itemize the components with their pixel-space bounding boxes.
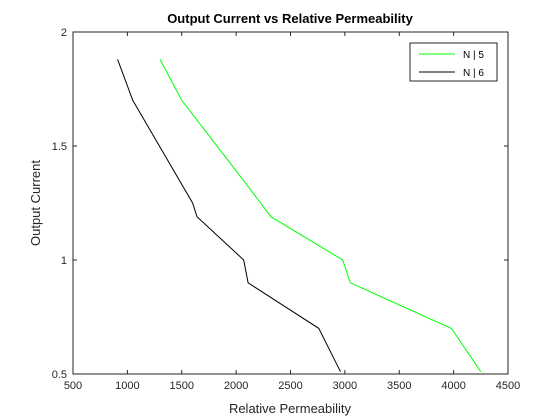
series-line-0 <box>159 59 482 372</box>
y-tick-label: 1 <box>61 255 67 267</box>
x-axis-label: Relative Permeability <box>229 401 352 416</box>
chart-title: Output Current vs Relative Permeability <box>167 11 413 26</box>
x-axis-ticks: 500 1000 1500 2000 2500 3000 3500 4000 4500 <box>64 32 520 392</box>
y-axis-label: Output Current <box>28 160 43 246</box>
legend-box <box>409 42 498 82</box>
x-tick-label: 3000 <box>333 380 357 392</box>
legend: N | 5 N | 6 <box>409 42 498 82</box>
y-axis-ticks: 0.5 1 1.5 2 <box>52 27 508 381</box>
y-tick-label: 0.5 <box>52 369 67 381</box>
x-tick-label: 4500 <box>496 380 520 392</box>
x-tick-label: 4000 <box>441 380 465 392</box>
x-tick-label: 3500 <box>387 380 411 392</box>
series-layer <box>117 59 482 372</box>
plot-frame <box>72 31 509 375</box>
y-tick-label: 2 <box>61 27 67 39</box>
legend-label-n6: N | 6 <box>463 68 484 79</box>
x-tick-label: 1500 <box>170 380 194 392</box>
x-tick-label: 1000 <box>115 380 139 392</box>
x-tick-label: 2500 <box>278 380 302 392</box>
series-line-1 <box>117 59 341 372</box>
plot-area <box>72 31 509 375</box>
x-tick-label: 2000 <box>224 380 248 392</box>
legend-label-n5: N | 5 <box>463 50 484 61</box>
y-tick-label: 1.5 <box>52 141 67 153</box>
x-tick-label: 500 <box>64 380 82 392</box>
